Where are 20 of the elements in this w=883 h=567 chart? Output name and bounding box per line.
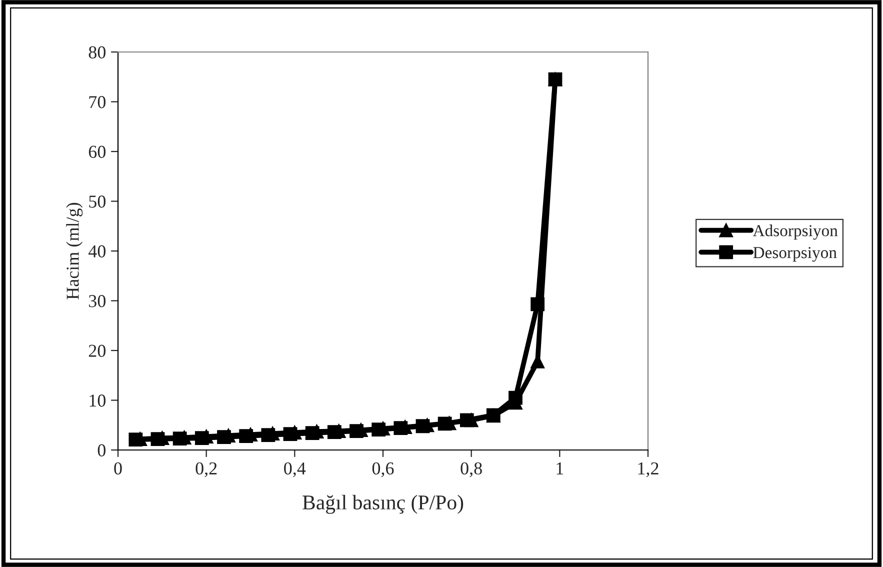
x-tick-label: 1 [556,462,564,474]
x-tick-label: 0,6 [372,462,394,478]
y-tick-label: 0 [98,444,106,456]
y-axis-title: Hacim (ml/g) [66,202,83,300]
x-tick-label: 0 [114,462,122,475]
x-tick-label: 0,2 [196,462,217,478]
y-tick-label: 60 [88,146,106,158]
y-tick-label: 30 [89,295,106,308]
x-tick-label: 0,4 [284,462,306,478]
x-tick-label: 0,8 [460,462,482,478]
legend-label: Adsorpsiyon [752,224,838,240]
x-tick-label: 1,2 [638,462,658,478]
y-tick-label: 50 [89,196,106,208]
legend-label: Desorpsiyon [753,247,837,262]
y-tick-label: 80 [88,46,106,58]
y-tick-label: 70 [89,96,106,108]
x-axis-title: Bağıl basınç (P/Po) [302,494,464,514]
y-tick-label: 20 [88,344,106,357]
y-tick-label: 10 [90,394,106,407]
y-tick-label: 40 [88,245,106,258]
